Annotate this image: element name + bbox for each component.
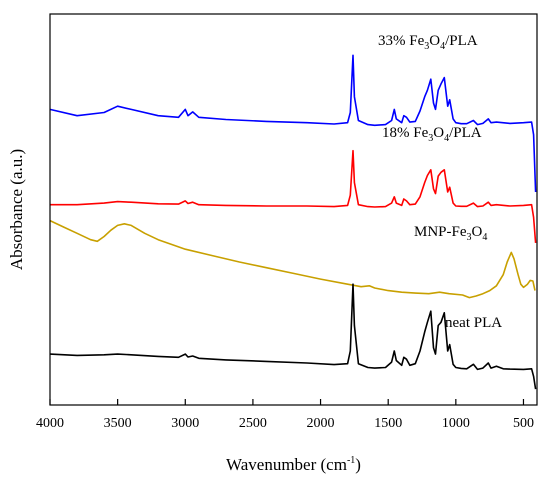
series-label-0: 33% Fe3O4/PLA	[378, 33, 478, 52]
series-label-1-part-4: /PLA	[449, 125, 482, 141]
series-line-3	[49, 283, 537, 390]
x-tick-label-0: 4000	[36, 416, 64, 431]
series-label-2: MNP-Fe3O4	[414, 224, 487, 243]
x-tick-label-2: 3000	[171, 416, 199, 431]
series-label-1-part-3: 4	[444, 133, 449, 144]
series-label-1-part-2: O	[433, 125, 444, 141]
x-tick-layer: 4000 3500 3000 2500 2000 1500 1000 500	[36, 399, 534, 431]
plot-frame	[49, 13, 538, 406]
series-label-3: neat PLA	[445, 315, 502, 331]
x-axis-title-sup: -1	[347, 455, 355, 466]
x-tick-label-4: 2000	[307, 416, 335, 431]
x-tick-label-3: 2500	[239, 416, 267, 431]
series-label-3-part-0: neat PLA	[445, 315, 502, 331]
x-tick-label-1: 3500	[104, 416, 132, 431]
series-label-1-part-0: 18% Fe	[382, 125, 429, 141]
x-axis-title-close: )	[355, 455, 361, 474]
x-tick-label-5: 1500	[374, 416, 402, 431]
series-line-2	[49, 219, 536, 299]
series-label-2-part-2: O	[472, 224, 483, 240]
series-label-1: 18% Fe3O4/PLA	[382, 125, 482, 144]
series-label-0-part-2: O	[429, 33, 440, 49]
series-label-2-part-3: 4	[482, 232, 487, 243]
series-line-1	[50, 149, 537, 243]
series-label-0-part-4: /PLA	[445, 33, 478, 49]
y-axis-title: Absorbance (a.u.)	[7, 149, 26, 270]
x-tick-label-6: 1000	[442, 416, 470, 431]
x-axis-title: Wavenumber (cm-1)	[226, 455, 361, 474]
series-label-1-part-1: 3	[428, 133, 433, 144]
x-axis-title-main: Wavenumber (cm	[226, 455, 347, 474]
series-label-0-part-3: 4	[440, 41, 445, 52]
x-tick-label-7: 500	[513, 416, 534, 431]
series-label-2-part-1: 3	[467, 232, 472, 243]
series-line-0	[49, 54, 537, 193]
series-label-0-part-0: 33% Fe	[378, 33, 425, 49]
series-label-2-part-0: MNP-Fe	[414, 224, 467, 240]
series-layer	[49, 54, 537, 390]
series-label-0-part-1: 3	[424, 41, 429, 52]
